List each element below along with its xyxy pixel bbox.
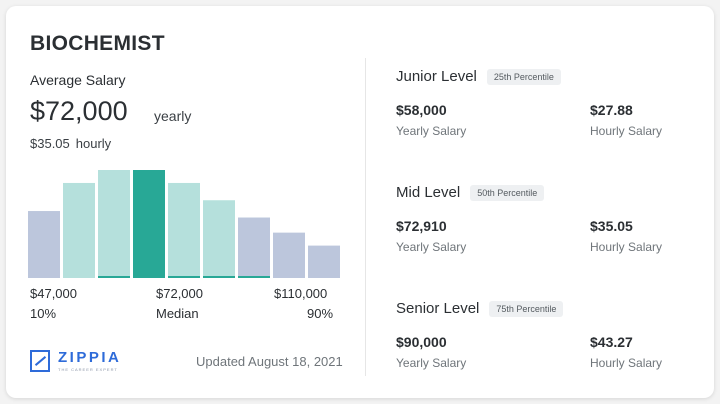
hourly-salary-value: $27.88 [590, 102, 633, 118]
salary-bar [308, 245, 340, 278]
yearly-salary-value: $58,000 [396, 102, 447, 118]
junior-level-section: Junior Level 25th Percentile $58,000 Yea… [396, 68, 696, 148]
hourly-salary-value: $35.05 [590, 218, 633, 234]
hourly-salary: $27.88 Hourly Salary [590, 102, 662, 138]
yearly-salary-label: Yearly Salary [396, 124, 467, 138]
yearly-salary: $58,000 Yearly Salary [396, 102, 466, 138]
percentile-range-marker [98, 276, 130, 278]
level-name: Senior Level [396, 300, 480, 317]
yearly-salary-label: Yearly Salary [396, 356, 467, 370]
x-label-median: Median [156, 306, 199, 321]
percentile-range-marker [238, 276, 270, 278]
salary-bar [168, 182, 200, 278]
mid-level-section: Mid Level 50th Percentile $72,910 Yearly… [396, 184, 696, 264]
yearly-salary-value: $90,000 [396, 334, 447, 350]
median-bar [133, 170, 165, 278]
salary-distribution-chart [28, 170, 340, 278]
yearly-salary-value: $72,910 [396, 218, 447, 234]
hourly-salary-value: $43.27 [590, 334, 633, 350]
average-salary-label: Average Salary [30, 72, 126, 88]
hourly-salary-label: Hourly Salary [590, 124, 663, 138]
percentile-badge: 25th Percentile [486, 68, 561, 85]
salary-bar [273, 232, 305, 278]
salary-bar [203, 200, 235, 278]
senior-level-section: Senior Level 75th Percentile $90,000 Yea… [396, 300, 696, 380]
hourly-salary: $35.05 Hourly Salary [590, 218, 662, 254]
percentile-badge: 75th Percentile [489, 300, 564, 317]
x-label-high-value: $110,000 [274, 286, 328, 301]
logo-tagline: THE CAREER EXPERT [58, 367, 118, 372]
hourly-salary: $43.27 Hourly Salary [590, 334, 662, 370]
x-label-low-value: $47,000 [30, 286, 77, 301]
zippia-logo[interactable]: ZIPPIA THE CAREER EXPERT [30, 350, 121, 372]
yearly-salary: $90,000 Yearly Salary [396, 334, 466, 370]
job-title: BIOCHEMIST [30, 32, 165, 55]
yearly-salary: $72,910 Yearly Salary [396, 218, 466, 254]
x-label-low-percentile: 10% [30, 306, 57, 321]
hourly-salary-label: Hourly Salary [590, 356, 663, 370]
percentile-badge: 50th Percentile [470, 184, 545, 201]
percentile-range-marker [203, 276, 235, 278]
average-salary-period: yearly [154, 108, 192, 124]
salary-bar [98, 170, 130, 278]
x-label-median-value: $72,000 [156, 286, 203, 301]
column-divider [365, 58, 366, 376]
salary-bar [63, 182, 95, 278]
salary-card: BIOCHEMIST Average Salary $72,000 yearly… [6, 6, 714, 398]
salary-bar [238, 217, 270, 278]
updated-date: Updated August 18, 2021 [196, 354, 343, 369]
yearly-salary-label: Yearly Salary [396, 240, 467, 254]
percentile-range-marker [168, 276, 200, 278]
hourly-rate-value: $35.05 [30, 136, 70, 151]
salary-bar [28, 211, 60, 278]
logo-name: ZIPPIA [58, 349, 122, 366]
average-salary-value: $72,000 [30, 96, 128, 126]
zippia-logo-icon [30, 350, 50, 372]
x-label-high-percentile: 90% [307, 306, 334, 321]
hourly-rate: $35.05 hourly [30, 136, 111, 151]
hourly-salary-label: Hourly Salary [590, 240, 663, 254]
hourly-rate-label: hourly [75, 136, 112, 151]
level-name: Junior Level [396, 68, 477, 85]
level-name: Mid Level [396, 184, 461, 201]
